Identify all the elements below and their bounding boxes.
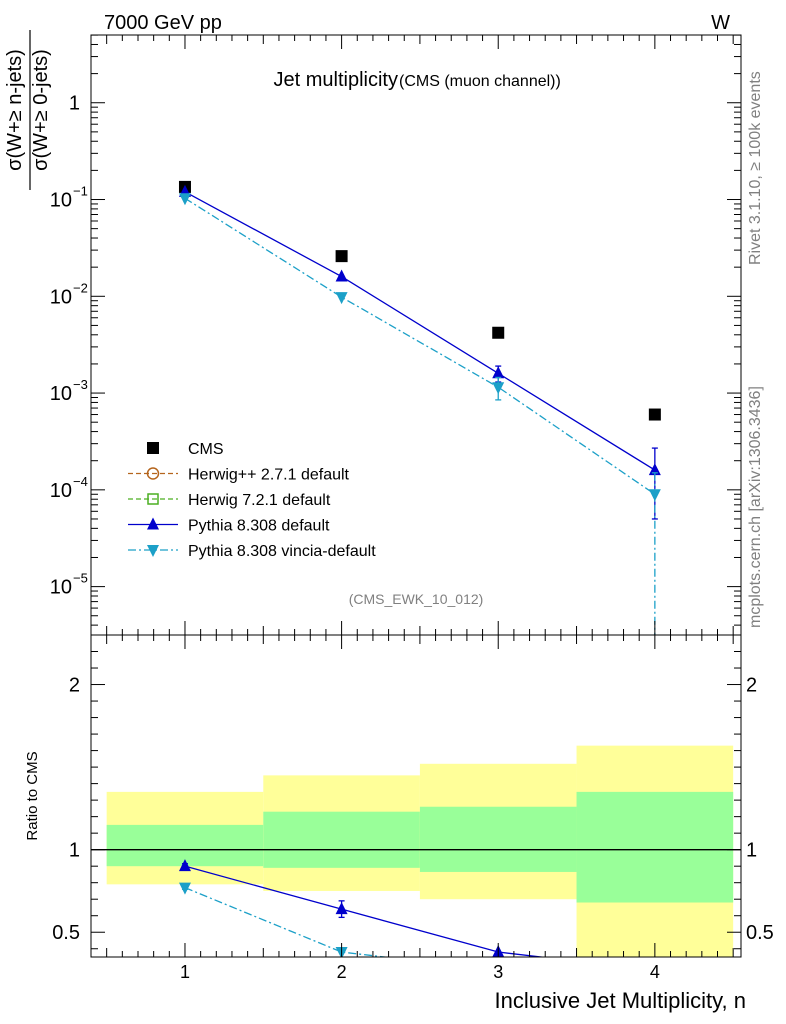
series-line-3 [184,191,656,471]
y-tick-label: 10 [50,286,72,308]
data-point [335,269,348,282]
y-tick-exponent: −4 [73,474,88,489]
ratio-tick-label: 0.5 [52,922,80,944]
data-point [335,250,348,263]
series-line-4 [184,197,656,495]
ratio-line-4 [184,887,390,957]
x-axis-label: Inclusive Jet Multiplicity, n [495,988,746,1013]
ratio-point [335,902,348,915]
ratio-tick-label-right: 0.5 [746,922,774,944]
x-tick-label: 1 [180,962,190,982]
data-point [492,326,505,339]
legend-label: Pythia 8.308 vincia-default [188,543,376,560]
ratio-point [178,882,191,895]
y-axis-label: σ(W+≥ n-jets) σ(W+≥ 0-jets) [4,30,52,190]
legend-marker [147,517,159,530]
ratio-panel: 1 2 3 4 0.5 0.5 1 1 2 2 Ratio to CMS [24,634,774,982]
y-axis-label-denominator: σ(W+≥ 0-jets) [30,49,52,171]
legend-marker [147,493,159,505]
y-tick-label: 10 [50,577,72,599]
data-point [648,463,661,476]
ratio-tick-label-right: 1 [746,840,757,862]
x-tick-label: 3 [493,962,503,982]
ratio-tick-label-right: 2 [746,675,757,697]
ratio-tick-label: 1 [69,840,80,862]
data-point [648,489,661,502]
y-tick-label: 10 [50,480,72,502]
uncertainty-band-inner [419,806,577,872]
chart-title: Jet multiplicity [274,69,398,91]
y-tick-label: 10 [50,190,72,212]
main-panel: 10 −510 −410 −310 −210 −11 Jet multiplicity (… [50,34,742,636]
legend-label: Herwig 7.2.1 default [188,492,331,509]
y-tick-exponent: −3 [73,377,88,392]
y-axis-label-numerator: σ(W+≥ n-jets) [4,49,26,171]
legend-label: Pythia 8.308 default [188,518,330,535]
y-tick-exponent: −5 [73,571,88,586]
y-tick-exponent: −2 [73,280,88,295]
energy-label: 7000 GeV pp [104,12,222,34]
legend-marker [147,442,159,454]
process-label: W [711,12,730,34]
x-tick-label: 2 [337,962,347,982]
x-tick-label: 4 [650,962,660,982]
legend-marker [146,467,160,480]
ratio-point [178,859,191,872]
ratio-tick-label: 2 [69,675,80,697]
chart-subtitle: (CMS (muon channel)) [399,73,561,90]
analysis-tag: (CMS_EWK_10_012) [349,591,484,607]
ratio-axis-label: Ratio to CMS [24,751,41,840]
uncertainty-band-inner [263,811,420,868]
ratio-frame [90,634,742,958]
uncertainty-band-inner [576,791,734,903]
legend: CMS Herwig++ 2.7.1 default Herwig 7.2.1 de… [128,441,376,560]
y-tick-exponent: −1 [73,184,88,199]
data-point [648,408,661,421]
data-point [335,292,348,305]
data-point [178,193,191,206]
y-tick-label: 1 [69,93,80,115]
data-point [492,366,505,379]
data-point [492,382,505,395]
mcplots-label: mcplots.cern.ch [arXiv:1306.3436] [747,386,764,628]
legend-label: Herwig++ 2.7.1 default [188,467,350,484]
rivet-label: Rivet 3.1.10, ≥ 100k events [747,71,764,265]
y-tick-label: 10 [50,383,72,405]
legend-label: CMS [188,441,224,458]
ratio-line-3 [184,865,547,957]
legend-marker [147,545,159,557]
